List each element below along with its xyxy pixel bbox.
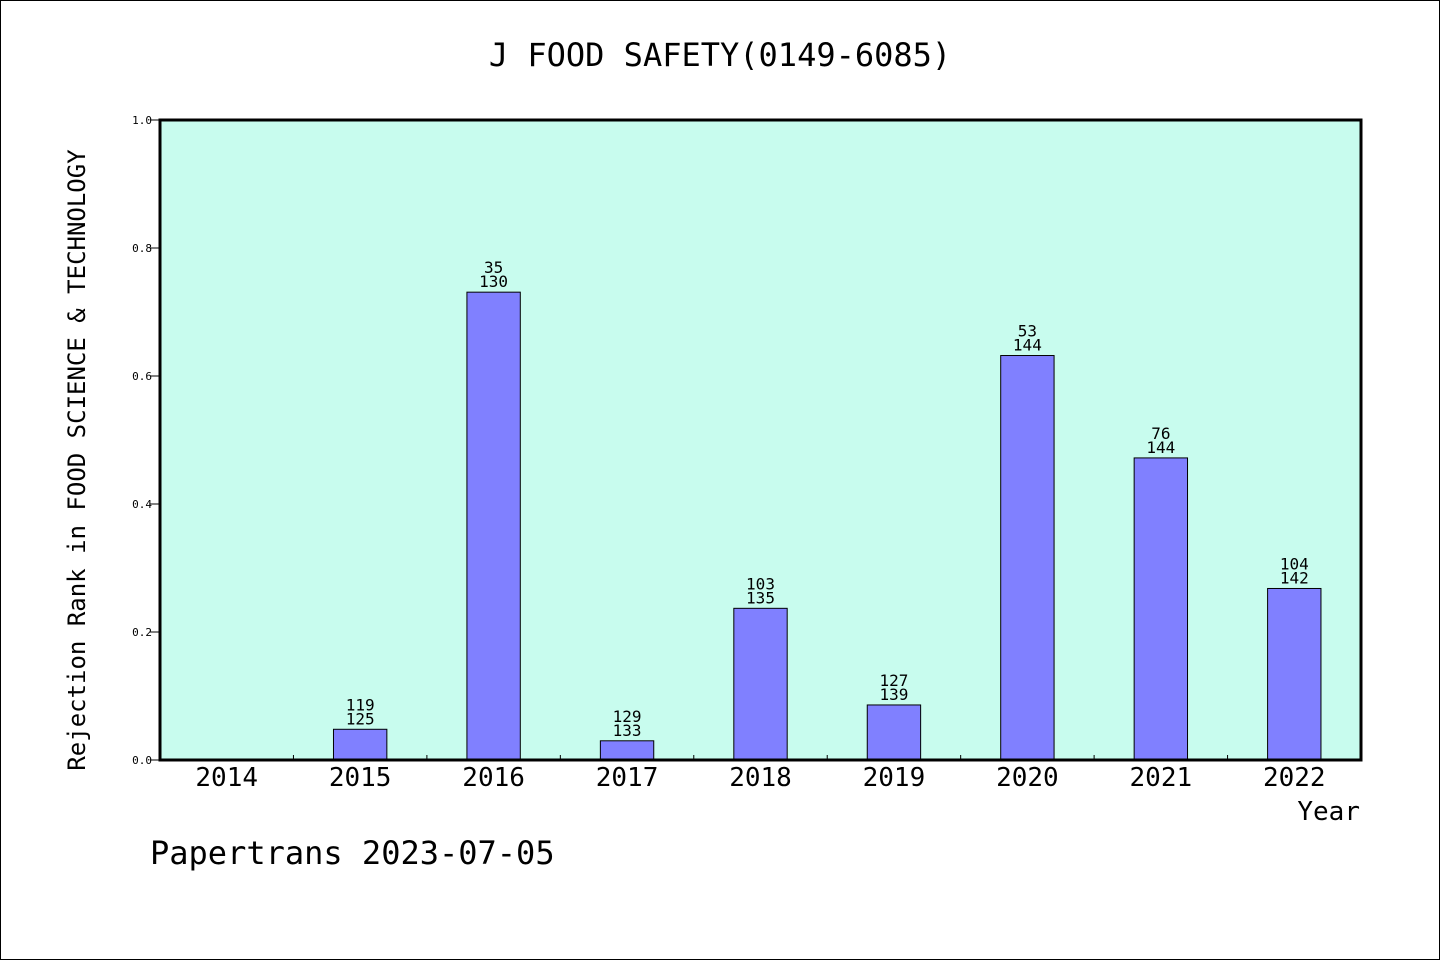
x-tick-label: 2014: [195, 763, 258, 793]
x-axis-label: Year: [1297, 797, 1360, 827]
y-tick-label: 0.8: [132, 242, 152, 255]
bar-rank-label: 35: [484, 258, 503, 277]
bar: [1000, 355, 1055, 761]
bar-total-label: 125: [346, 709, 375, 728]
bar-series: 1191253513012913310313512713953144761441…: [332, 258, 1322, 761]
bar: [332, 728, 388, 761]
y-axis-label: Rejection Rank in FOOD SCIENCE & TECHNOL…: [63, 149, 91, 771]
x-axis: 2014 2015 2016 2017 2018 2019 2020 2021 2022: [195, 755, 1326, 793]
bar-total-label: 133: [613, 721, 642, 740]
bar-rank-label: 76: [1151, 424, 1170, 443]
x-tick-label: 2015: [329, 763, 392, 793]
bar-rank-label: 119: [346, 695, 375, 714]
bar-rank-label: 129: [613, 707, 642, 726]
bar-total-label: 144: [1013, 336, 1042, 355]
bar: [866, 704, 922, 761]
x-tick-label: 2020: [996, 763, 1059, 793]
bar-rank-label: 53: [1018, 322, 1037, 341]
bar-total-label: 135: [746, 588, 775, 607]
bar-rank-label: 104: [1280, 554, 1309, 573]
x-tick-label: 2018: [729, 763, 792, 793]
y-tick-label: 0.2: [132, 626, 152, 639]
y-tick-label: 1.0: [132, 114, 152, 127]
bar: [466, 291, 521, 761]
plot-border: [158, 118, 1363, 762]
y-axis: 0.0 0.2 0.4 0.6 0.8 1.0: [132, 114, 160, 767]
bar-total-label: 144: [1146, 438, 1175, 457]
x-tick-label: 2017: [596, 763, 659, 793]
y-tick-label: 0.0: [132, 754, 152, 767]
bar-total-label: 130: [479, 272, 508, 291]
bar: [733, 607, 788, 761]
bar-rank-label: 127: [879, 671, 908, 690]
x-tick-label: 2016: [462, 763, 525, 793]
bar-total-label: 139: [879, 685, 908, 704]
bar: [599, 740, 655, 761]
chart-title: J FOOD SAFETY(0149-6085): [489, 36, 951, 74]
x-tick-label: 2021: [1130, 763, 1193, 793]
y-tick-label: 0.6: [132, 370, 152, 383]
bar-total-label: 142: [1280, 568, 1309, 587]
x-tick-label: 2019: [863, 763, 926, 793]
x-tick-label: 2022: [1263, 763, 1326, 793]
footer-credit: Papertrans 2023-07-05: [150, 834, 555, 872]
bar: [1133, 457, 1189, 761]
y-tick-label: 0.4: [132, 498, 152, 511]
bar: [1267, 587, 1322, 761]
bar-rank-label: 103: [746, 574, 775, 593]
